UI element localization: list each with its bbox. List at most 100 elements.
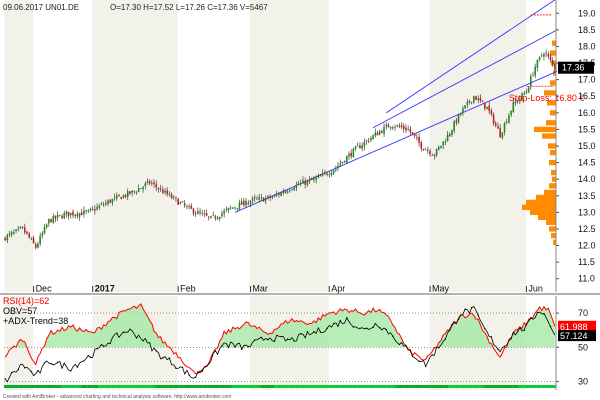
adx-bar-cell [139,385,143,388]
adx-bar-cell [19,385,22,388]
candle-down [166,190,168,195]
adx-bar-cell [466,385,469,388]
volume-profile-bar [553,239,556,245]
candle-down [398,125,401,127]
obv-point [510,337,512,340]
adx-bar-cell [76,385,79,388]
candle-up [91,208,94,210]
adx-legend: +ADX-Trend=38 [3,316,68,326]
adx-bar-cell [275,385,278,388]
candle-down [67,211,70,217]
adx-bar-cell [69,385,72,388]
price-tick-label: 13.0 [578,207,596,217]
candle-up [273,195,276,197]
candle-down [400,125,403,128]
candle-up [83,210,85,215]
candle-down [319,175,322,177]
price-tick-label: 16.5 [578,91,596,101]
adx-bar-cell [144,385,147,388]
candle-down [420,142,423,149]
adx-bar-cell [214,385,217,388]
adx-bar-cell [264,385,267,388]
candle-up [300,183,302,184]
price-tick-label: 14.5 [578,158,596,168]
adx-bar-cell [518,385,521,388]
adx-bar-cell [371,385,375,388]
candle-down [367,140,370,142]
adx-bar-cell [446,385,449,388]
month-bands [4,0,556,292]
candle-up [525,91,528,93]
adx-bar-cell [251,385,254,388]
candle-down [208,216,210,218]
adx-bar-cell [428,385,432,388]
obv-point [490,336,493,338]
adx-bar-cell [431,385,434,388]
candle-down [488,105,490,112]
obv-point [208,363,210,365]
obv-point [365,327,368,329]
candle-up [530,76,532,87]
adx-bar-cell [240,385,243,388]
obv-point [359,327,361,330]
obv-point [89,356,92,359]
adx-bar-cell [501,385,504,388]
candle-down [214,216,217,219]
candle-up [361,145,363,149]
candle-up [247,203,250,205]
candle-up [435,148,438,156]
candle-down [177,199,179,205]
adx-bar-cell [315,385,318,388]
adx-bar-cell [363,385,366,388]
ohlc-readout: O=17.30 H=17.52 L=17.26 C=17.36 V=5467 [110,3,268,12]
candle-down [203,213,206,215]
candle-up [396,125,398,127]
adx-bar-cell [437,385,440,388]
candle-down [402,125,405,130]
adx-bar-cell [279,385,283,388]
candle-down [409,129,412,133]
adx-bar-cell [122,385,125,388]
adx-bar-cell [534,385,537,388]
candle-down [50,219,52,223]
candle-down [411,131,414,134]
candle-down [24,227,26,233]
price-tick-label: 15.5 [578,124,596,134]
obv-point [201,369,203,371]
candle-up [332,170,335,174]
candle-up [536,59,539,68]
candle-up [144,183,147,187]
obv-point [221,345,223,347]
candle-up [462,108,464,113]
adx-bar-cell [352,385,355,388]
candle-down [190,205,193,209]
adx-bar-cell [350,385,353,388]
adx-bar-cell [233,385,237,388]
adx-bar-cell [553,385,557,388]
adx-bar-cell [126,385,129,388]
adx-bar-cell [238,385,241,388]
adx-bar-cell [277,385,281,388]
obv-point [444,338,447,340]
adx-bar-cell [157,385,160,388]
candle-down [175,197,177,199]
candle-up [330,172,333,175]
adx-bar-cell [120,385,123,388]
obv-point [254,339,256,341]
adx-bar-cell [25,385,29,388]
adx-bar-cell [463,385,467,388]
obv-point [56,361,59,364]
candle-up [70,212,72,216]
obv-last-value: 57.124 [560,331,588,341]
obv-point [63,362,65,364]
obv-point [135,337,138,339]
candle-up [440,145,442,148]
adx-bar-cell [499,385,502,388]
candle-down [492,114,495,124]
adx-bar-cell [341,385,344,388]
candle-up [258,197,260,200]
obv-point [148,342,151,344]
candle-up [56,215,59,218]
price-axis: 11.0 11.5 12.0 12.5 13.0 13.5 14.0 14.5 15.0 15.5… [555,0,596,292]
candle-up [315,178,317,180]
